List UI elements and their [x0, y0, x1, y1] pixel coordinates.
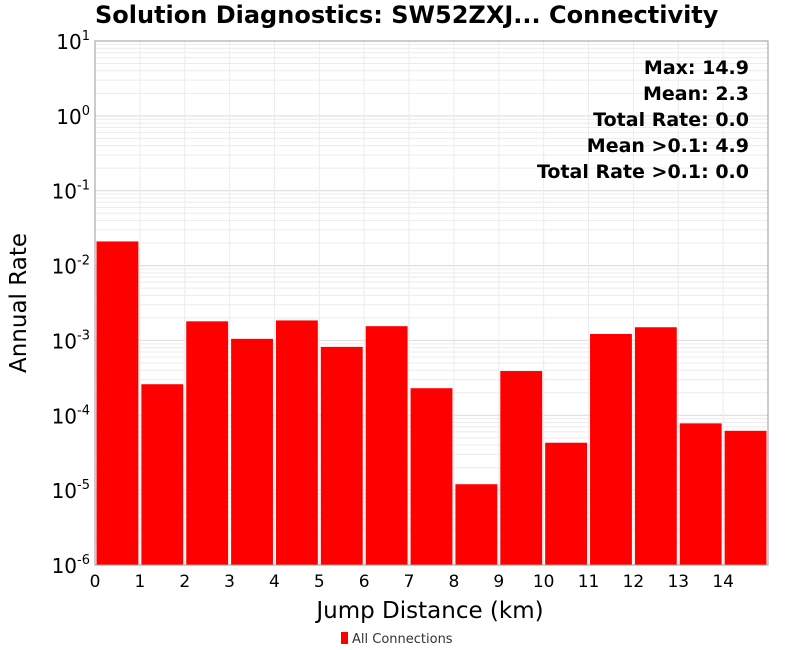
x-tick-label: 6: [359, 572, 370, 592]
chart-title: Solution Diagnostics: SW52ZXJ... Connect…: [95, 1, 719, 29]
bar: [275, 320, 318, 565]
x-tick-label: 14: [712, 572, 734, 592]
bar: [455, 484, 498, 565]
x-tick-label: 3: [224, 572, 235, 592]
y-tick-label: 10-3: [52, 328, 90, 353]
bar: [724, 430, 767, 565]
x-tick-label: 7: [404, 572, 415, 592]
bar: [590, 333, 632, 565]
x-tick-label: 1: [134, 572, 145, 592]
x-tick-label: 10: [533, 572, 555, 592]
x-tick-label: 0: [90, 572, 101, 592]
stat-line: Total Rate: 0.0: [593, 109, 749, 131]
y-axis-label: Annual Rate: [6, 233, 32, 373]
x-tick-label: 11: [578, 572, 600, 592]
y-tick-label: 10-1: [52, 179, 90, 204]
stats-annotation: Max: 14.9 Mean: 2.3 Total Rate: 0.0 Mean >0…: [537, 57, 749, 183]
stat-line: Mean: 2.3: [643, 83, 749, 105]
bar: [141, 384, 184, 565]
bars: [96, 241, 767, 565]
bar: [500, 371, 543, 565]
x-tick-label: 13: [667, 572, 689, 592]
y-tick-label: 101: [56, 29, 90, 54]
bar: [320, 346, 363, 565]
bar: [365, 326, 408, 565]
y-tick-label: 100: [56, 104, 90, 129]
x-tick-label: 12: [623, 572, 645, 592]
x-axis-label: Jump Distance (km): [314, 598, 543, 624]
stat-line: Total Rate >0.1: 0.0: [537, 161, 749, 183]
bar: [410, 388, 453, 565]
x-tick-label: 4: [269, 572, 280, 592]
legend-swatch: [341, 632, 348, 644]
y-tick-label: 10-5: [52, 478, 90, 503]
bar: [679, 423, 722, 565]
y-tick-label: 10-2: [52, 254, 90, 279]
x-tick-label: 2: [179, 572, 190, 592]
bar: [186, 321, 229, 565]
x-tick-label: 5: [314, 572, 325, 592]
x-tick-label: 8: [449, 572, 460, 592]
x-axis-ticks: 0 1 2 3 4 5 6 7 8 9 10 11 12 13 14: [90, 572, 734, 592]
stat-line: Mean >0.1: 4.9: [587, 135, 749, 157]
y-tick-label: 10-4: [52, 403, 90, 428]
legend: All Connections: [341, 632, 453, 647]
plot-frame: [94, 40, 769, 566]
y-axis-ticks: 101 100 10-1 10-2 10-3 10-4 10-5 10-6: [52, 29, 90, 578]
legend-label: All Connections: [352, 632, 453, 647]
bar: [231, 338, 273, 565]
bar: [634, 327, 677, 565]
bar: [545, 442, 588, 565]
bar: [96, 241, 139, 565]
x-tick-label: 9: [493, 572, 504, 592]
y-tick-label: 10-6: [52, 553, 90, 578]
stat-line: Max: 14.9: [644, 57, 749, 79]
